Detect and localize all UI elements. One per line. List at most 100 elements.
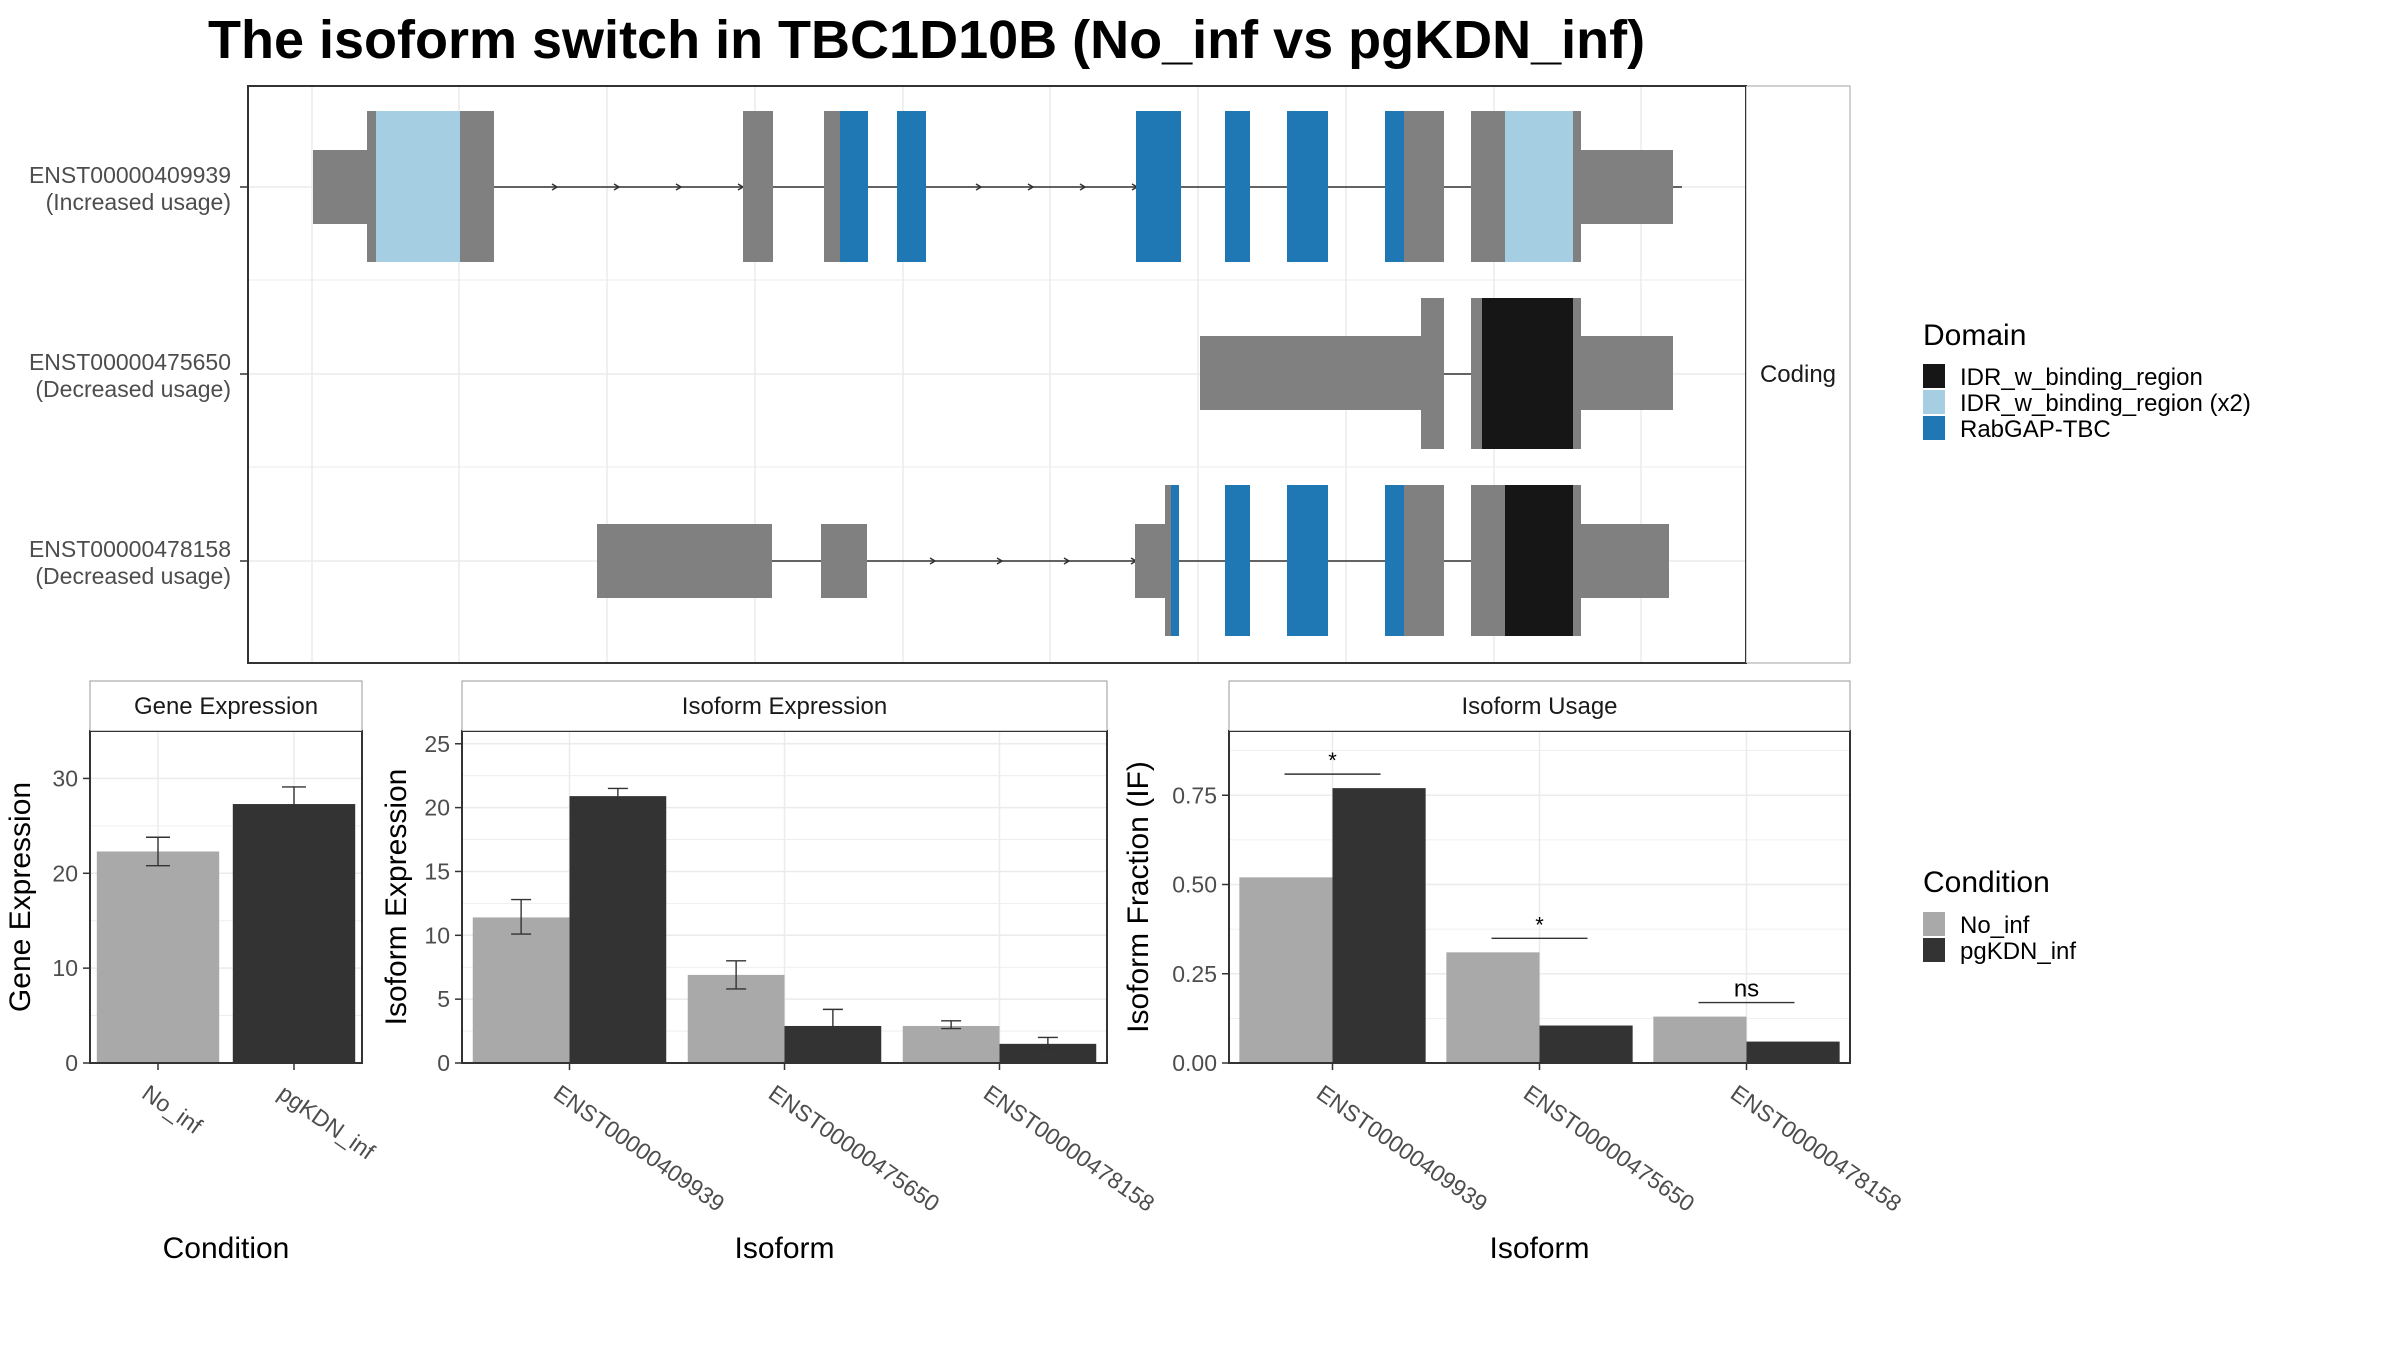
- utr-exon: [1581, 336, 1673, 410]
- y-axis-title: Isoform Fraction (IF): [1122, 761, 1155, 1033]
- y-tick-label: 0: [437, 1050, 450, 1076]
- facet-strip-label: Coding: [1760, 361, 1836, 388]
- facet-strip: [89, 680, 363, 732]
- error-bar: [941, 1020, 962, 1030]
- domain-idr: [1505, 485, 1573, 636]
- facet-strip: [1228, 680, 1851, 732]
- legend-label-pgkdn-inf: pgKDN_inf: [1960, 938, 2076, 965]
- condition-legend: Condition No_inf pgKDN_inf: [1923, 866, 2076, 965]
- y-tick-label: 20: [424, 795, 450, 821]
- bar-enst00000475650-no-inf: [1446, 952, 1540, 1063]
- bar-enst00000409939-no-inf: [1239, 877, 1333, 1063]
- isoform-usage-chart: * * ns Isoform Usage 0.00 0.25 0.50 0.75 ENST000…: [1122, 680, 1906, 1265]
- legend-key-idr: [1923, 364, 1945, 388]
- legend-key-pgkdn-inf: [1923, 938, 1945, 962]
- bar-enst00000478158-pgkdn-inf: [999, 1043, 1097, 1063]
- y-tick-label: 0.50: [1172, 872, 1217, 898]
- x-axis: ENST00000409939 ENST00000475650 ENST000004…: [1312, 1063, 1906, 1217]
- domain-legend: Domain IDR_w_binding_region IDR_w_bindin…: [1923, 319, 2251, 443]
- bar-enst00000409939-pgkdn-inf: [1332, 788, 1426, 1063]
- bar-enst00000478158-no-inf: [1653, 1016, 1747, 1063]
- y-tick-label: 10: [52, 955, 78, 981]
- legend-label-no-inf: No_inf: [1960, 912, 2030, 939]
- transcript-label-3: ENST00000478158: [29, 536, 231, 562]
- error-bar: [726, 960, 747, 990]
- facet-strip-title: Isoform Expression: [682, 693, 887, 720]
- x-axis: No_inf pgKDN_inf: [137, 1063, 380, 1165]
- error-bar: [822, 1008, 843, 1044]
- error-bar: [511, 898, 532, 935]
- domain-rabgap: [1136, 111, 1181, 262]
- bars: [96, 786, 356, 1063]
- bar-enst00000409939-pgkdn-inf: [569, 796, 667, 1063]
- domain-rabgap: [1287, 485, 1328, 636]
- y-tick-label: 0.75: [1172, 782, 1217, 808]
- facet-strip-coding: [1745, 85, 1851, 664]
- x-tick-label: ENST00000409939: [549, 1080, 729, 1217]
- x-tick-label: ENST00000409939: [1312, 1080, 1492, 1217]
- x-tick-label: ENST00000478158: [979, 1080, 1159, 1217]
- x-tick-label: ENST00000475650: [764, 1080, 944, 1217]
- y-tick-label: 30: [52, 765, 78, 791]
- x-tick-label: ENST00000475650: [1519, 1080, 1699, 1217]
- bar-enst00000478158-no-inf: [902, 1025, 1000, 1063]
- y-tick-label: 0: [65, 1050, 78, 1076]
- bar-enst00000409939-no-inf: [472, 917, 570, 1063]
- legend-label-idr: IDR_w_binding_region: [1960, 364, 2203, 391]
- domain-rabgap: [897, 111, 926, 262]
- utr-exon: [1581, 150, 1673, 224]
- utr-exon: [1135, 524, 1168, 598]
- bar-enst00000475650-pgkdn-inf: [1539, 1025, 1633, 1063]
- error-bar: [1037, 1036, 1058, 1050]
- cds-exon: [743, 111, 773, 262]
- transcript-track-1: [313, 111, 1682, 262]
- legend-key-no-inf: [1923, 912, 1945, 936]
- x-axis-title: Isoform: [734, 1232, 834, 1265]
- bar-charts: Gene Expression 0 10 20 30 No_inf pgKDN_inf Con…: [4, 680, 1906, 1265]
- y-tick-label: 15: [424, 858, 450, 884]
- transcript-usage-3: (Decreased usage): [35, 563, 231, 589]
- condition-legend-title: Condition: [1923, 866, 2050, 899]
- y-tick-label: 20: [52, 860, 78, 886]
- error-bar: [146, 836, 170, 867]
- error-bar: [607, 787, 628, 805]
- transcript-track-3: [597, 485, 1669, 636]
- significance-label: *: [1535, 912, 1544, 937]
- y-tick-label: 0.25: [1172, 961, 1217, 987]
- structure-panel: Coding ENST00000409939 (Increased usage)…: [29, 85, 1851, 664]
- facet-strip-title: Isoform Usage: [1461, 693, 1617, 720]
- transcript-label-1: ENST00000409939: [29, 162, 231, 188]
- bar-enst00000478158-pgkdn-inf: [1746, 1041, 1840, 1063]
- y-axis: 0 10 20 30: [52, 765, 90, 1076]
- facet-strip: [461, 680, 1108, 732]
- facet-strip-title: Gene Expression: [134, 693, 318, 720]
- transcript-labels: ENST00000409939 (Increased usage) ENST00…: [29, 162, 231, 589]
- utr-exon: [597, 524, 772, 598]
- x-tick-label: No_inf: [137, 1080, 207, 1140]
- domain-idr-x2: [1505, 111, 1573, 262]
- y-tick-label: 25: [424, 731, 450, 757]
- x-tick-label: ENST00000478158: [1726, 1080, 1906, 1217]
- utr-exon: [1200, 336, 1422, 410]
- bar-pgkdn-inf: [232, 804, 356, 1063]
- domain-rabgap: [1225, 485, 1250, 636]
- domain-legend-title: Domain: [1923, 319, 2026, 352]
- domain-idr: [1482, 298, 1573, 449]
- utr-exon: [821, 524, 867, 598]
- transcript-tick-marks: [240, 186, 248, 562]
- y-axis-title: Isoform Expression: [380, 769, 413, 1026]
- gene-expression-chart: Gene Expression 0 10 20 30 No_inf pgKDN_inf Con…: [4, 680, 380, 1265]
- x-axis-title: Isoform: [1489, 1232, 1589, 1265]
- transcript-usage-1: (Increased usage): [46, 189, 231, 215]
- y-axis: 0 5 10 15 20 25: [424, 731, 462, 1076]
- domain-rabgap: [1385, 111, 1404, 262]
- x-tick-label: pgKDN_inf: [273, 1080, 380, 1165]
- legend-label-rabgap: RabGAP-TBC: [1960, 416, 2111, 443]
- domain-rabgap: [840, 111, 868, 262]
- y-tick-label: 10: [424, 922, 450, 948]
- legend-key-rabgap: [1923, 416, 1945, 440]
- y-tick-label: 0.00: [1172, 1050, 1217, 1076]
- cds-exon: [1421, 298, 1444, 449]
